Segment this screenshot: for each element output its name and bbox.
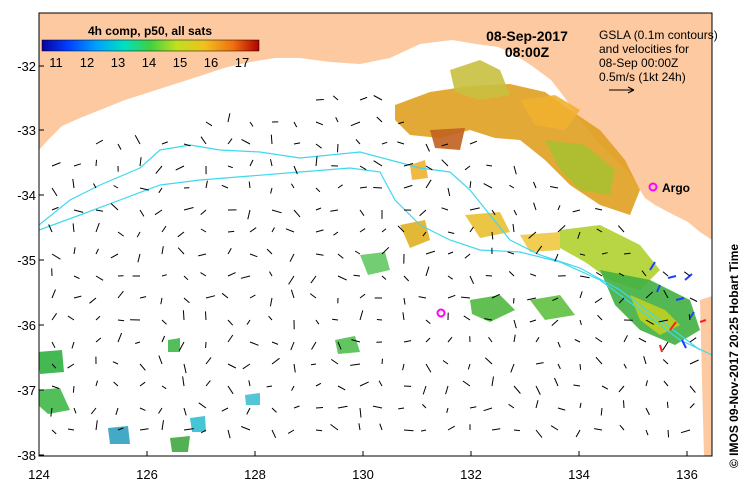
velocity-arrow [338, 144, 339, 152]
map-time: 08:00Z [505, 44, 550, 60]
legend-line-1: GSLA (0.1m contours) [599, 28, 718, 42]
y-tick-label: -33 [17, 123, 36, 138]
colorbar-tick: 11 [49, 55, 63, 70]
velocity-arrow [271, 135, 272, 144]
y-tick-label: -36 [17, 318, 36, 333]
velocity-arrow [332, 319, 338, 320]
x-tick-label: 130 [352, 467, 374, 482]
velocity-arrow [580, 364, 581, 370]
velocity-arrow [316, 408, 323, 409]
legend-line-3: 08-Sep 00:00Z [599, 56, 678, 70]
legend-line-2: and velocities for [599, 42, 689, 56]
velocity-arrow [667, 402, 668, 408]
velocity-arrow [311, 364, 316, 365]
colorbar-tick: 12 [80, 55, 94, 70]
colorbar-title: 4h comp, p50, all sats [88, 24, 212, 38]
velocity-arrow [96, 160, 97, 166]
x-tick-label: 128 [244, 467, 266, 482]
velocity-arrow [228, 231, 234, 232]
velocity-arrow [183, 310, 184, 320]
y-tick-label: -34 [17, 188, 36, 203]
argo-label: Argo [662, 181, 690, 195]
velocity-arrow [514, 298, 515, 303]
x-tick-label: 132 [460, 467, 482, 482]
x-tick-label: 124 [28, 467, 50, 482]
velocity-arrow [514, 430, 520, 431]
x-tick-label: 126 [136, 467, 158, 482]
legend-line-4: 0.5m/s (1kt 24h) [599, 70, 686, 84]
velocity-arrow [382, 359, 383, 364]
velocity-arrow [316, 100, 324, 101]
velocity-arrow [73, 386, 74, 393]
colorbar-tick: 16 [204, 55, 218, 70]
y-tick-label: -38 [17, 448, 36, 463]
velocity-arrow [624, 253, 631, 254]
credit-text: © IMOS 09-Nov-2017 20:25 Hobart Time [727, 244, 741, 468]
colorbar-tick: 15 [173, 55, 187, 70]
y-tick-label: -35 [17, 253, 36, 268]
velocity-arrow [668, 430, 669, 437]
colorbar-tick: 13 [111, 55, 125, 70]
colorbar-tick: 17 [235, 55, 249, 70]
x-tick-label: 136 [676, 467, 698, 482]
velocity-arrow [486, 276, 492, 277]
colorbar-tick: 14 [142, 55, 156, 70]
y-tick-label: -37 [17, 383, 36, 398]
x-tick-label: 134 [568, 467, 590, 482]
y-tick-label: -32 [17, 59, 36, 74]
velocity-arrow [206, 311, 207, 320]
velocity-arrow [373, 188, 382, 189]
velocity-arrow [377, 320, 382, 321]
velocity-arrow [624, 400, 625, 408]
map-date: 08-Sep-2017 [486, 28, 568, 44]
